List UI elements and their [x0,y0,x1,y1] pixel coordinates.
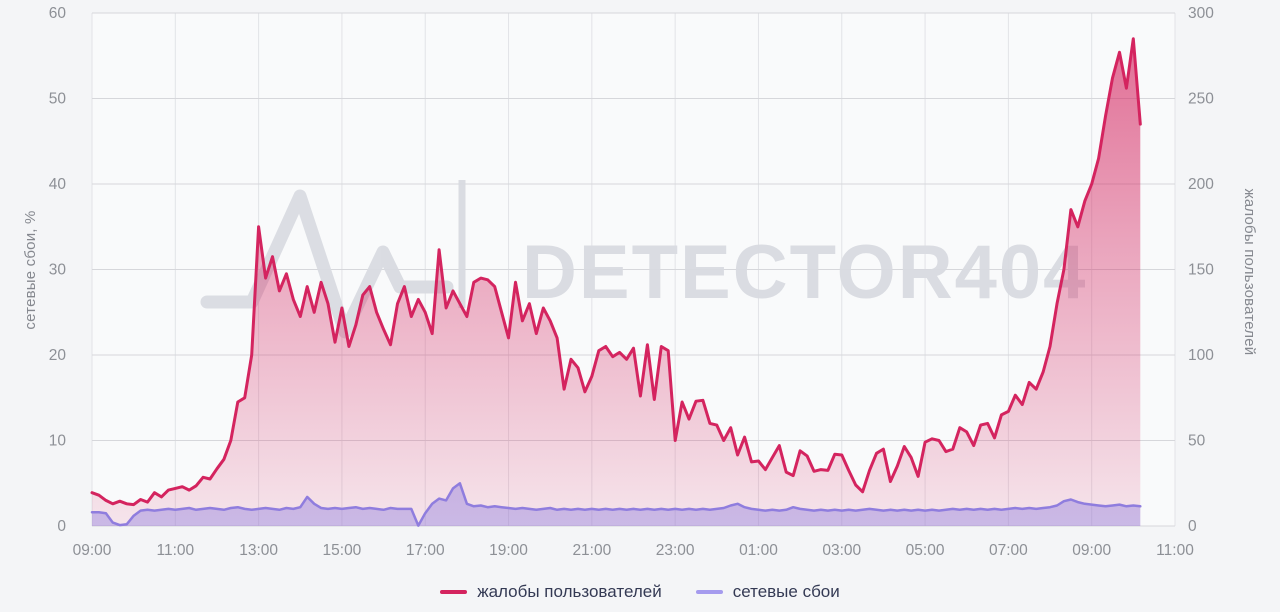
failures-series-area [92,483,1141,526]
svg-text:200: 200 [1188,176,1214,193]
svg-text:11:00: 11:00 [156,542,194,559]
svg-text:01:00: 01:00 [739,542,778,559]
svg-text:50: 50 [49,91,67,108]
watermark-text: DETECTOR404 [522,230,1087,315]
complaints-line-swatch-icon [440,590,468,594]
svg-text:250: 250 [1188,91,1214,108]
complaints-series-area [92,38,1141,526]
legend-label-complaints: жалобы пользователей [477,582,662,601]
svg-text:09:00: 09:00 [73,542,112,559]
chart-legend: жалобы пользователей сетевые сбои [0,582,1280,602]
svg-text:20: 20 [49,347,67,364]
y-axis-title-right: жалобы пользователей [1241,188,1258,356]
legend-item-complaints[interactable]: жалобы пользователей [440,582,662,602]
svg-text:03:00: 03:00 [822,542,861,559]
svg-text:40: 40 [49,176,67,193]
legend-label-failures: сетевые сбои [732,582,840,601]
svg-text:0: 0 [1188,518,1197,535]
svg-text:30: 30 [49,262,67,279]
y-axis-title-left: сетевые сбои, % [22,210,39,330]
svg-text:13:00: 13:00 [239,542,278,559]
svg-text:07:00: 07:00 [989,542,1028,559]
legend-item-failures[interactable]: сетевые сбои [695,582,840,602]
complaints-series-line [90,37,1142,507]
svg-text:23:00: 23:00 [656,542,695,559]
svg-text:21:00: 21:00 [572,542,611,559]
svg-text:19:00: 19:00 [489,542,528,559]
svg-text:09:00: 09:00 [1072,542,1111,559]
svg-text:300: 300 [1188,5,1214,22]
svg-text:05:00: 05:00 [906,542,945,559]
svg-text:10: 10 [49,433,67,450]
y-axis-right-tick-labels: 0 50 100 150 200 250 300 [1188,5,1214,535]
svg-text:15:00: 15:00 [323,542,362,559]
svg-text:100: 100 [1188,347,1214,364]
failures-series-line [90,482,1142,527]
y-axis-left-tick-labels: 0 10 20 30 40 50 60 [49,5,67,535]
x-axis-tick-labels: 09:00 11:00 13:00 15:00 17:00 19:00 21:00 23:00… [73,542,1195,559]
svg-text:50: 50 [1188,433,1206,450]
svg-text:150: 150 [1188,262,1214,279]
svg-text:11:00: 11:00 [1156,542,1194,559]
svg-text:60: 60 [49,5,67,22]
failures-line-swatch-icon [695,590,723,594]
svg-text:0: 0 [57,518,66,535]
svg-text:17:00: 17:00 [406,542,445,559]
